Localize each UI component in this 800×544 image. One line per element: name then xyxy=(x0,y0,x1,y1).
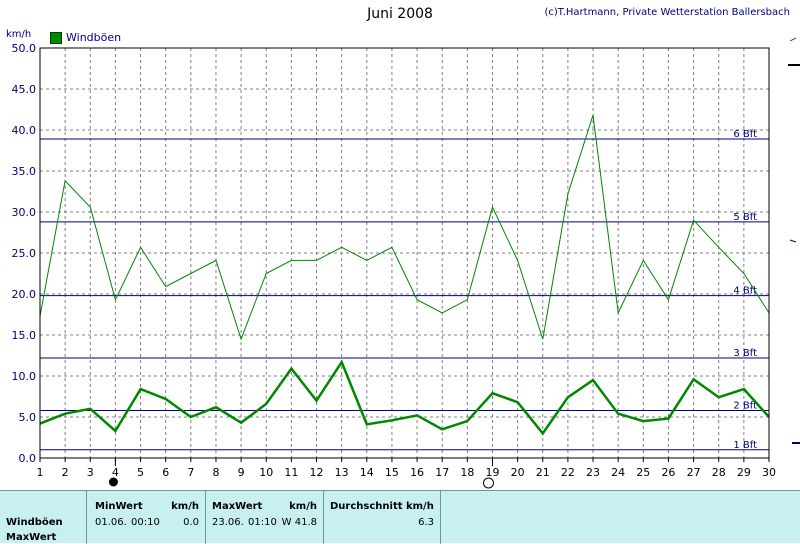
x-tick-label: 29 xyxy=(737,466,751,479)
grid xyxy=(40,48,769,458)
max-time: 01:10 xyxy=(248,517,277,528)
full-moon-marker xyxy=(108,477,118,487)
series-line-windboeen xyxy=(39,115,770,341)
y-tick-label: 10.0 xyxy=(12,370,37,383)
right-edge-indicators xyxy=(788,37,800,444)
x-tick-label: 9 xyxy=(238,466,245,479)
y-tick-label: 40.0 xyxy=(12,124,37,137)
beaufort-label: 5 Bft xyxy=(733,212,757,223)
x-tick-label: 4 xyxy=(112,466,119,479)
x-tick-label: 16 xyxy=(410,466,424,479)
avg-value: 6.3 xyxy=(418,517,434,528)
avg-header: Durchschnitt km/h xyxy=(330,501,434,512)
x-tick-label: 22 xyxy=(561,466,575,479)
chart-title: Juni 2008 xyxy=(367,6,433,22)
min-time: 00:10 xyxy=(131,517,160,528)
y-tick-label: 25.0 xyxy=(12,247,37,260)
beaufort-label: 2 Bft xyxy=(733,400,757,411)
x-tick-label: 23 xyxy=(586,466,600,479)
x-tick-label: 11 xyxy=(284,466,298,479)
x-tick-label: 24 xyxy=(611,466,625,479)
legend-label: Windböen xyxy=(66,31,122,44)
y-tick-label: 50.0 xyxy=(12,42,37,55)
beaufort-label: 6 Bft xyxy=(733,129,757,140)
row-label-cell: Windböen MaxWert xyxy=(0,491,87,544)
row-label-windboeen: Windböen xyxy=(6,517,63,528)
x-tick-label: 21 xyxy=(536,466,550,479)
x-tick-label: 25 xyxy=(636,466,650,479)
x-tick-label: 18 xyxy=(460,466,474,479)
x-tick-label: 14 xyxy=(360,466,374,479)
y-axis-unit: km/h xyxy=(6,29,32,40)
empty-cell xyxy=(441,491,800,544)
max-date: 23.06. xyxy=(212,517,244,528)
x-tick-label: 28 xyxy=(712,466,726,479)
min-header: MinWert xyxy=(95,501,143,512)
x-tick-label: 6 xyxy=(162,466,169,479)
x-tick-label: 15 xyxy=(385,466,399,479)
new-moon-marker xyxy=(482,477,494,489)
y-tick-label: 20.0 xyxy=(12,288,37,301)
x-tick-label: 13 xyxy=(335,466,349,479)
legend: Windböen xyxy=(50,31,121,44)
beaufort-label: 1 Bft xyxy=(733,440,757,451)
y-tick-label: 15.0 xyxy=(12,329,37,342)
x-tick-label: 3 xyxy=(87,466,94,479)
x-tick-label: 30 xyxy=(762,466,776,479)
x-tick-label: 26 xyxy=(661,466,675,479)
y-tick-label: 35.0 xyxy=(12,165,37,178)
x-tick-label: 1 xyxy=(37,466,44,479)
y-tick-label: 5.0 xyxy=(19,411,37,424)
y-tick-label: 45.0 xyxy=(12,83,37,96)
plot-frame xyxy=(39,47,770,459)
series-line-thick xyxy=(39,359,770,436)
day-markers xyxy=(108,458,494,489)
min-date: 01.06. xyxy=(95,517,127,528)
min-value: 0.0 xyxy=(183,517,199,528)
y-tick-label: 0.0 xyxy=(19,452,37,465)
beaufort-lines: 1 Bft 2 Bft 3 Bft 4 Bft 5 Bft 6 Bft xyxy=(40,129,769,451)
stats-panel: Windböen MaxWert MinWert km/h 01.06. 00:… xyxy=(0,490,800,544)
credit-text: (c)T.Hartmann, Private Wetterstation Bal… xyxy=(544,7,790,18)
beaufort-label: 4 Bft xyxy=(733,286,757,297)
series-lines xyxy=(39,115,770,436)
max-cell: MaxWert km/h 23.06. 01:10 W 41.8 xyxy=(206,491,324,544)
x-tick-label: 8 xyxy=(212,466,219,479)
min-cell: MinWert km/h 01.06. 00:10 0.0 xyxy=(87,491,206,544)
max-unit: km/h xyxy=(289,501,317,512)
x-tick-label: 12 xyxy=(310,466,324,479)
legend-swatch xyxy=(50,31,62,44)
x-tick-label: 27 xyxy=(687,466,701,479)
y-tick-label: 30.0 xyxy=(12,206,37,219)
beaufort-label: 3 Bft xyxy=(733,348,757,359)
max-value: W 41.8 xyxy=(281,517,317,528)
x-tick-label: 19 xyxy=(485,466,499,479)
x-tick-label: 17 xyxy=(435,466,449,479)
avg-cell: Durchschnitt km/h 6.3 xyxy=(324,491,441,544)
x-tick-label: 5 xyxy=(137,466,144,479)
max-header: MaxWert xyxy=(212,501,263,512)
axes: 0.0 5.0 10.0 15.0 20.0 25.0 30.0 35.0 40.0 45.0 50… xyxy=(12,42,777,479)
x-tick-label: 7 xyxy=(187,466,194,479)
min-unit: km/h xyxy=(171,501,199,512)
x-tick-label: 20 xyxy=(511,466,525,479)
x-tick-label: 2 xyxy=(62,466,69,479)
row-label-maxwert: MaxWert xyxy=(6,532,57,543)
x-tick-label: 10 xyxy=(259,466,273,479)
